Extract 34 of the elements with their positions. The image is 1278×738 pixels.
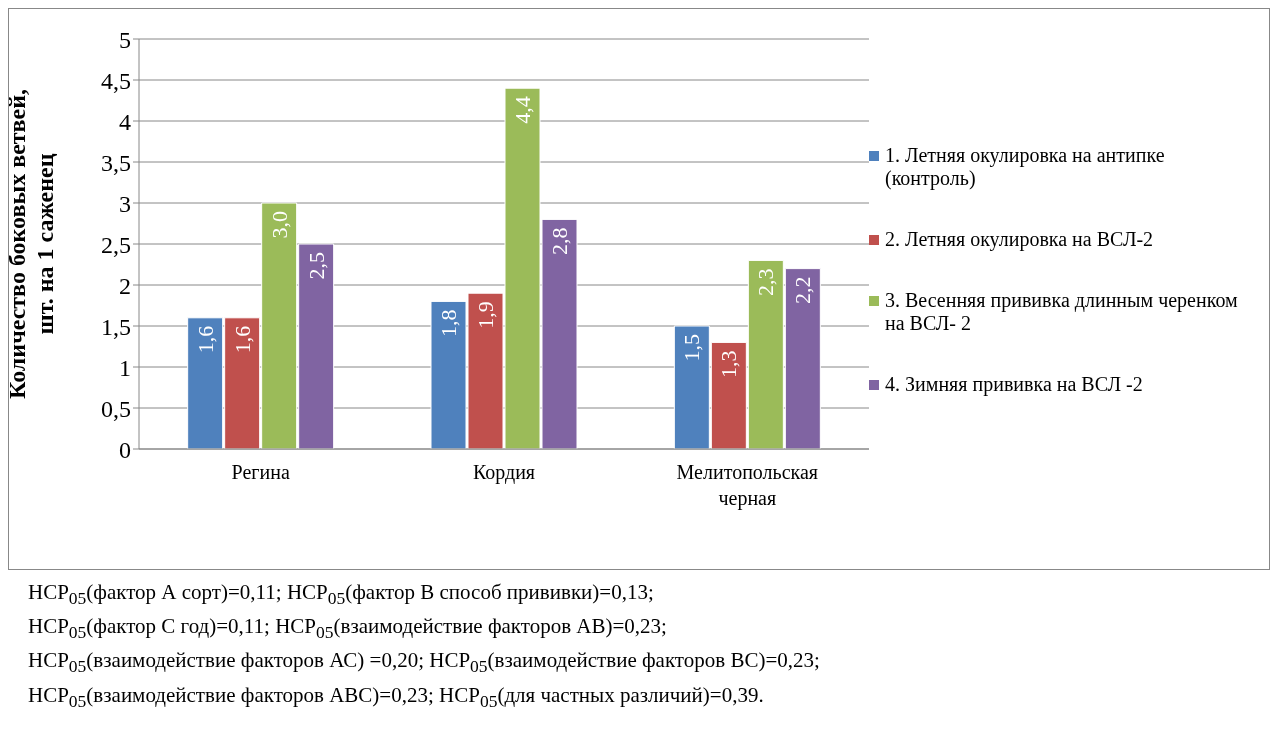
x-tick-label: Регина xyxy=(231,461,290,483)
legend-label: 2. Летняя окулировка на ВСЛ-2 xyxy=(885,228,1154,251)
y-tick-label: 3,5 xyxy=(101,149,131,176)
data-label: 1,8 xyxy=(436,309,461,337)
legend-label: 1. Летняя окулировка на антипке (контроль) xyxy=(885,144,1166,190)
data-label: 1,3 xyxy=(716,350,742,378)
y-tick-label: 2,5 xyxy=(101,231,131,258)
y-tick-label: 5 xyxy=(119,26,131,53)
data-label: 2,8 xyxy=(547,227,572,255)
y-tick-label: 1,5 xyxy=(101,313,131,340)
legend-label: 4. Зимняя прививка на ВСЛ -2 xyxy=(885,373,1143,396)
data-label: 2,5 xyxy=(303,252,329,280)
y-tick-label: 0 xyxy=(119,436,131,463)
y-tick-label: 4 xyxy=(119,108,131,135)
data-label: 2,2 xyxy=(790,276,816,305)
x-tick-label: Мелитопольская черная xyxy=(676,461,819,510)
y-tick-label: 1 xyxy=(119,354,131,381)
data-label: 1,6 xyxy=(192,325,218,354)
data-label: 1,9 xyxy=(473,301,498,329)
y-tick-label: 2 xyxy=(119,272,131,299)
text: НСР$_{05}$(взаимодействие факторов АВС)=0,23; НСР$_{05}$(для частных различий)=0,39. xyxy=(28,681,765,713)
y-tick-label: 3 xyxy=(119,190,131,217)
text: НСР$_{05}$(фактор А сорт)=0,11; НСР$_{05}$(фактор В способ прививки)=0,13; xyxy=(28,579,655,611)
y-tick-label: 4,5 xyxy=(101,67,131,94)
x-tick-label: Кордия xyxy=(472,461,536,484)
data-label: 1,6 xyxy=(229,325,255,354)
data-label: 4,4 xyxy=(510,96,535,124)
data-label: 2,3 xyxy=(753,268,779,296)
data-label: 3,0 xyxy=(266,211,292,239)
y-tick-label: 0,5 xyxy=(101,395,131,422)
data-label: 1,5 xyxy=(679,334,705,362)
text: НСР$_{05}$(фактор С год)=0,11; НСР$_{05}$(взаимодействие факторов АВ)=0,23; xyxy=(28,613,668,645)
text: НСР$_{05}$(взаимодействие факторов АС) =0,20; НСР$_{05}$(взаимодействие факторов ВС)=0,23; xyxy=(28,647,821,679)
legend-label: 3. Весенняя прививка длинным черенком на ВСЛ- 2 xyxy=(885,289,1239,335)
